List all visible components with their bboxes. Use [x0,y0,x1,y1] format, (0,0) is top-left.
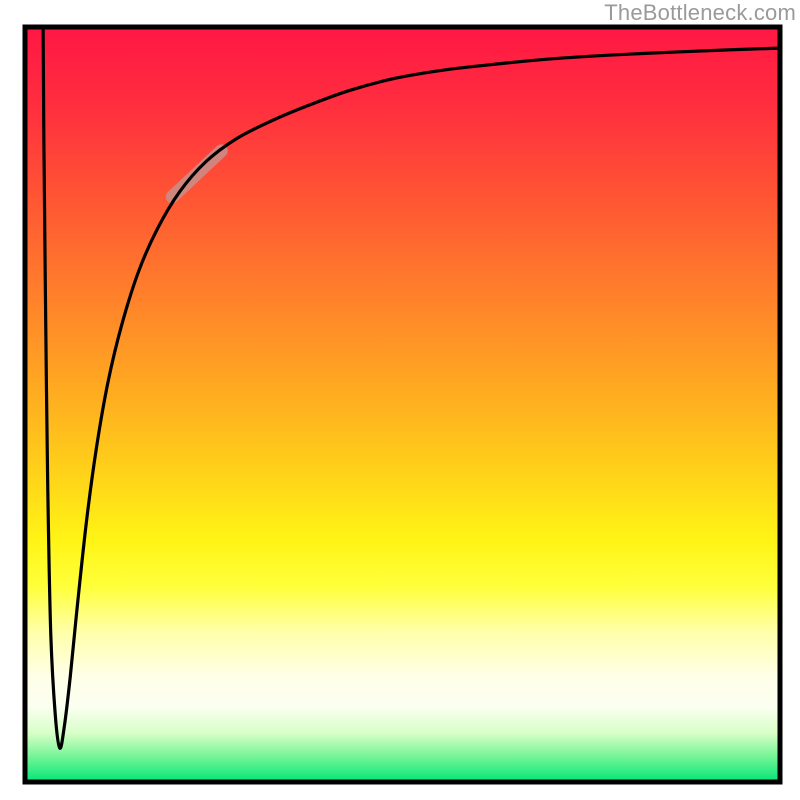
plot-background [25,27,780,782]
bottleneck-chart: TheBottleneck.com [0,0,800,800]
watermark-label: TheBottleneck.com [604,0,796,26]
chart-svg [0,0,800,800]
